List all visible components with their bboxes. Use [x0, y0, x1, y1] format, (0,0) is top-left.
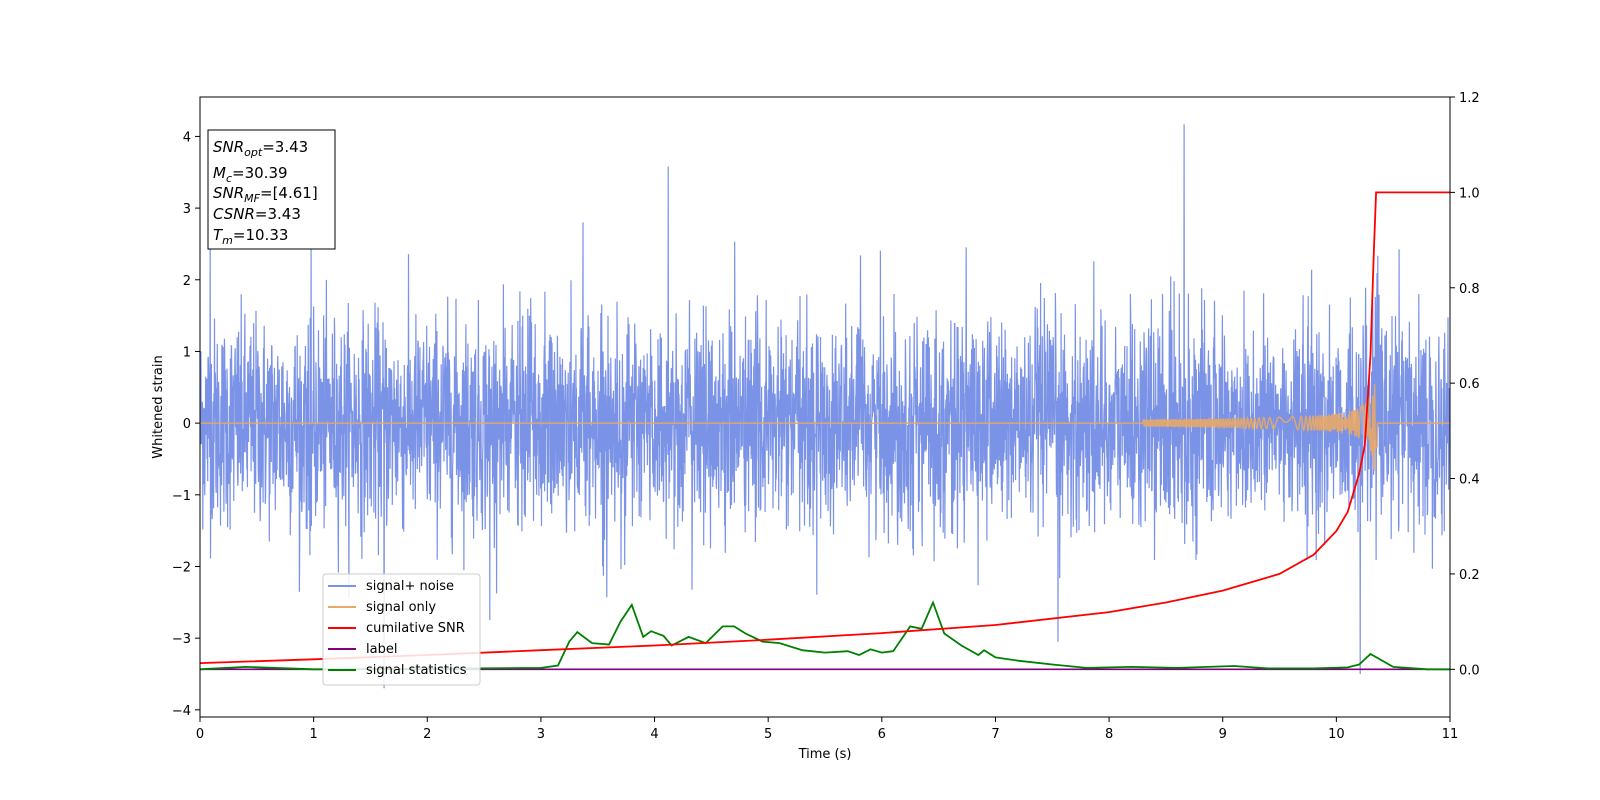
x-tick-label: 5 — [764, 727, 772, 742]
legend-entry: signal statistics — [366, 663, 467, 678]
x-tick-label: 4 — [650, 727, 658, 742]
y-left-tick-label: 1 — [183, 345, 191, 360]
y-right-tick-label: 0.8 — [1459, 282, 1480, 297]
y-axis-right: 1.2 1.0 0.8 0.6 0.4 0.2 0.0 — [1450, 91, 1480, 678]
x-tick-label: 3 — [537, 727, 545, 742]
y-left-tick-label: −4 — [172, 704, 191, 719]
series-signal-only — [200, 384, 1450, 472]
y-right-tick-label: 0.2 — [1459, 568, 1480, 583]
legend-entry: label — [366, 642, 397, 657]
y-left-tick-label: 2 — [183, 274, 191, 289]
y-left-tick-label: −2 — [172, 560, 191, 575]
y-axis-left-label: Whitened strain — [151, 355, 166, 458]
x-axis-label: Time (s) — [798, 747, 852, 762]
annotation-line: SNRMF=[4.61] — [213, 184, 318, 205]
y-right-tick-label: 0.0 — [1459, 663, 1480, 678]
y-left-tick-label: −3 — [172, 632, 191, 647]
plot-frame — [199, 96, 1451, 718]
y-left-tick-label: 3 — [183, 202, 191, 217]
x-tick-label: 1 — [309, 727, 317, 742]
x-axis: 0 1 2 3 4 5 6 7 8 9 10 11 — [196, 717, 1458, 742]
annotation-line: Mc=30.39 — [213, 164, 288, 185]
series-cumulative-snr — [200, 191, 1450, 664]
y-right-tick-label: 0.6 — [1459, 377, 1480, 392]
y-right-tick-label: 1.2 — [1459, 91, 1480, 106]
x-tick-label: 6 — [878, 727, 886, 742]
annotation-line: CSNR=3.43 — [213, 205, 301, 223]
x-tick-label: 8 — [1105, 727, 1113, 742]
x-tick-label: 9 — [1219, 727, 1227, 742]
y-right-tick-label: 1.0 — [1459, 186, 1480, 201]
y-left-tick-label: 0 — [183, 417, 191, 432]
x-tick-label: 7 — [991, 727, 999, 742]
legend-entry: signal only — [366, 600, 436, 615]
y-left-tick-label: 4 — [183, 130, 191, 145]
x-tick-label: 10 — [1328, 727, 1345, 742]
legend-entry: signal+ noise — [366, 579, 454, 594]
y-axis-left: 4 3 2 1 0 −1 −2 −3 −4 — [172, 130, 200, 719]
x-tick-label: 0 — [196, 727, 204, 742]
x-tick-label: 11 — [1442, 727, 1459, 742]
y-left-tick-label: −1 — [172, 489, 191, 504]
y-right-tick-label: 0.4 — [1459, 473, 1480, 488]
series-signal-statistics — [200, 600, 1450, 671]
annotation-line: Tm=10.33 — [213, 226, 288, 247]
legend: signal+ noise signal only cumilative SNR la… — [322, 573, 481, 686]
annotation-line: SNRopt=3.43 — [213, 138, 308, 159]
x-tick-label: 2 — [423, 727, 431, 742]
legend-entry: cumilative SNR — [366, 621, 465, 636]
parameter-annotation-box: SNRopt=3.43 Mc=30.39SNRMF=[4.61]CSNR=3.43… — [207, 129, 336, 250]
series-signal-noise — [200, 124, 1450, 689]
